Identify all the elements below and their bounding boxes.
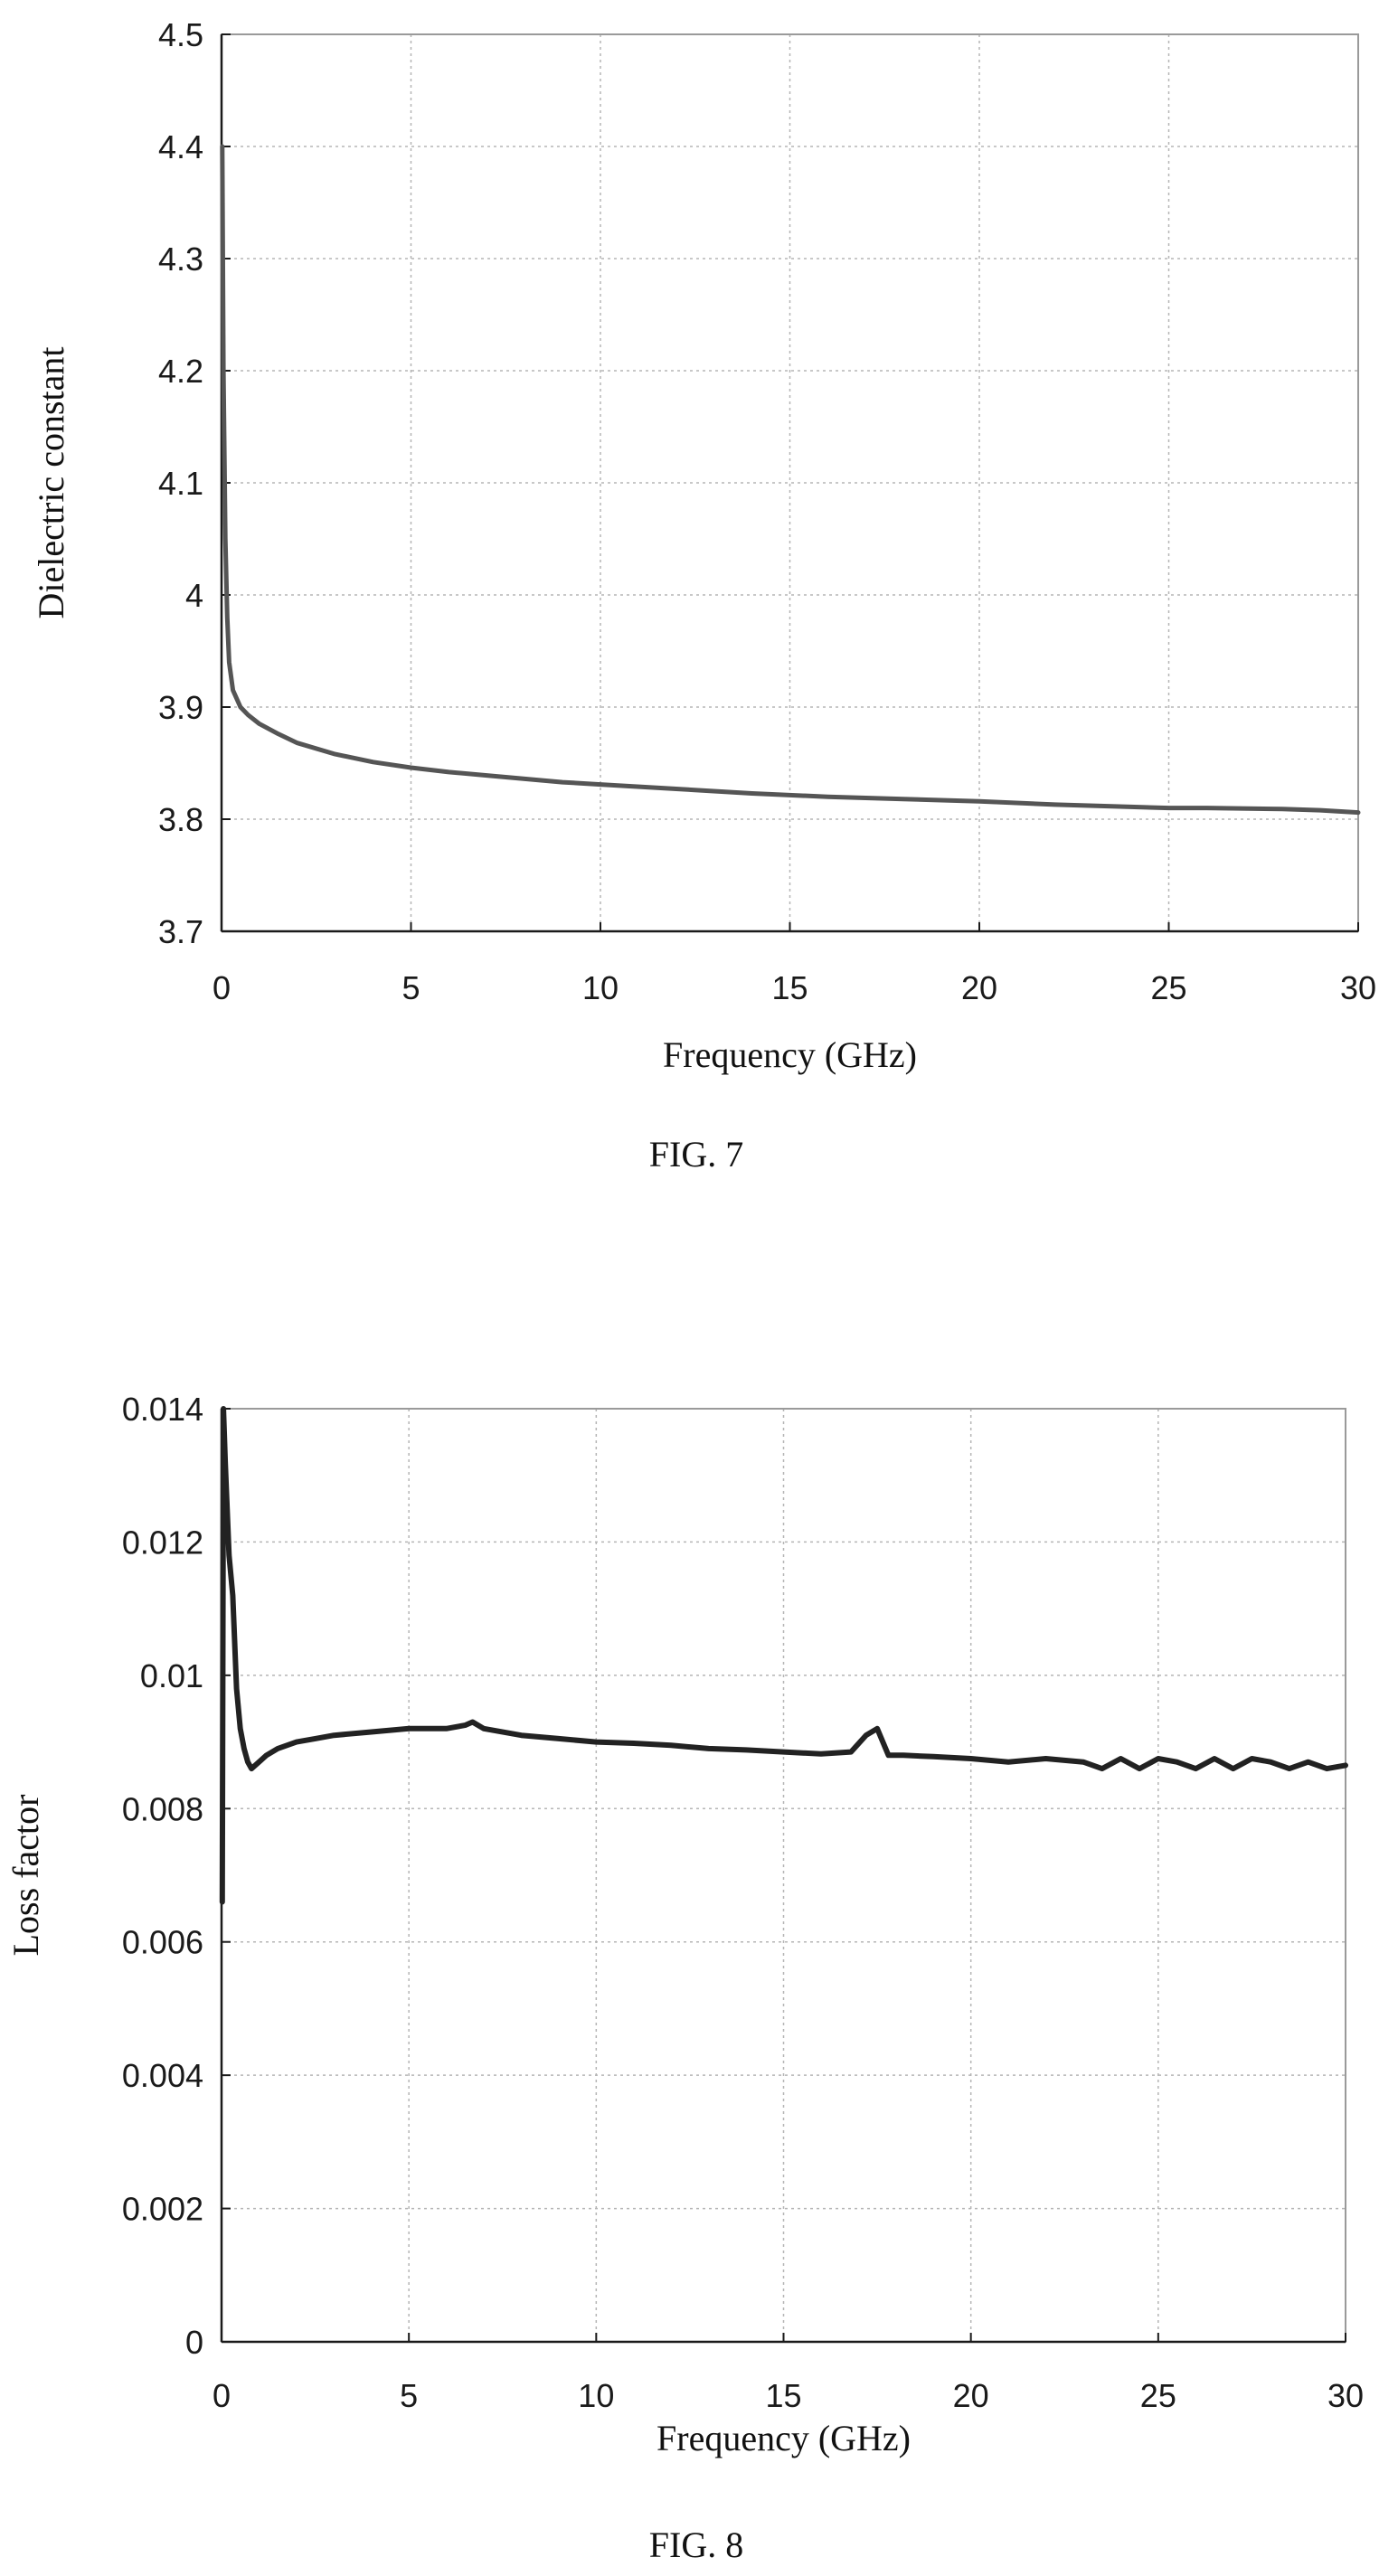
dielectric-constant-line xyxy=(220,144,1361,816)
loss-x-axis-title: Frequency (GHz) xyxy=(656,2418,911,2458)
loss-x-tick-label: 10 xyxy=(578,2377,614,2414)
loss-y-axis-title: Loss factor xyxy=(5,1795,46,1957)
loss-x-tick-label: 5 xyxy=(400,2377,418,2414)
loss-x-tick-label: 0 xyxy=(213,2377,231,2414)
loss-y-tick-label: 0.01 xyxy=(140,1657,203,1694)
dielectric-x-tick-label: 0 xyxy=(213,969,231,1006)
dielectric-y-tick-label: 3.7 xyxy=(158,913,203,950)
fig-7-caption: FIG. 7 xyxy=(649,1134,743,1175)
dielectric-x-tick-label: 30 xyxy=(1340,969,1376,1006)
loss-y-ticks: 0 0.002 0.004 0.006 0.008 0.01 0.012 0.014 xyxy=(122,1391,231,2361)
dielectric-y-tick-label: 4 xyxy=(185,577,203,614)
loss-y-tick-label: 0.004 xyxy=(122,2057,203,2094)
loss-y-tick-label: 0.002 xyxy=(122,2191,203,2228)
dielectric-y-tick-label: 4.5 xyxy=(158,16,203,53)
loss-factor-line xyxy=(219,1406,1348,1905)
dielectric-x-tick-label: 5 xyxy=(401,969,420,1006)
dielectric-grid xyxy=(222,34,1358,931)
dielectric-y-tick-label: 4.4 xyxy=(158,128,203,165)
dielectric-x-tick-label: 25 xyxy=(1150,969,1186,1006)
dielectric-y-axis-title: Dielectric constant xyxy=(31,347,71,619)
dielectric-x-tick-label: 10 xyxy=(582,969,619,1006)
loss-x-tick-label: 15 xyxy=(765,2377,801,2414)
dielectric-y-tick-label: 4.1 xyxy=(158,465,203,502)
dielectric-x-ticks: 0 5 10 15 20 25 30 xyxy=(213,922,1376,1006)
dielectric-y-tick-label: 3.9 xyxy=(158,689,203,726)
dielectric-y-ticks: 3.7 3.8 3.9 4 4.1 4.2 4.3 4.4 4.5 xyxy=(158,16,231,950)
loss-y-tick-label: 0 xyxy=(185,2324,203,2361)
dielectric-y-tick-label: 4.2 xyxy=(158,353,203,390)
loss-y-tick-label: 0.012 xyxy=(122,1524,203,1561)
dielectric-y-tick-label: 4.3 xyxy=(158,241,203,278)
dielectric-y-tick-label: 3.8 xyxy=(158,801,203,838)
dielectric-x-axis-title: Frequency (GHz) xyxy=(663,1034,917,1075)
dielectric-constant-chart: 3.7 3.8 3.9 4 4.1 4.2 4.3 4.4 4.5 0 5 10 15 20 25 30 F… xyxy=(31,16,1376,1175)
loss-y-tick-label: 0.008 xyxy=(122,1790,203,1827)
loss-grid xyxy=(222,1409,1346,2342)
loss-y-tick-label: 0.014 xyxy=(122,1391,203,1428)
loss-x-ticks: 0 5 10 15 20 25 30 xyxy=(213,2333,1364,2414)
loss-x-tick-label: 20 xyxy=(953,2377,989,2414)
loss-x-tick-label: 30 xyxy=(1327,2377,1364,2414)
dielectric-x-tick-label: 15 xyxy=(771,969,808,1006)
fig-8-caption: FIG. 8 xyxy=(649,2524,743,2565)
loss-x-tick-label: 25 xyxy=(1140,2377,1176,2414)
loss-y-tick-label: 0.006 xyxy=(122,1924,203,1961)
dielectric-x-tick-label: 20 xyxy=(961,969,997,1006)
loss-factor-chart: 0 0.002 0.004 0.006 0.008 0.01 0.012 0.014 0 5 10… xyxy=(5,1391,1364,2565)
